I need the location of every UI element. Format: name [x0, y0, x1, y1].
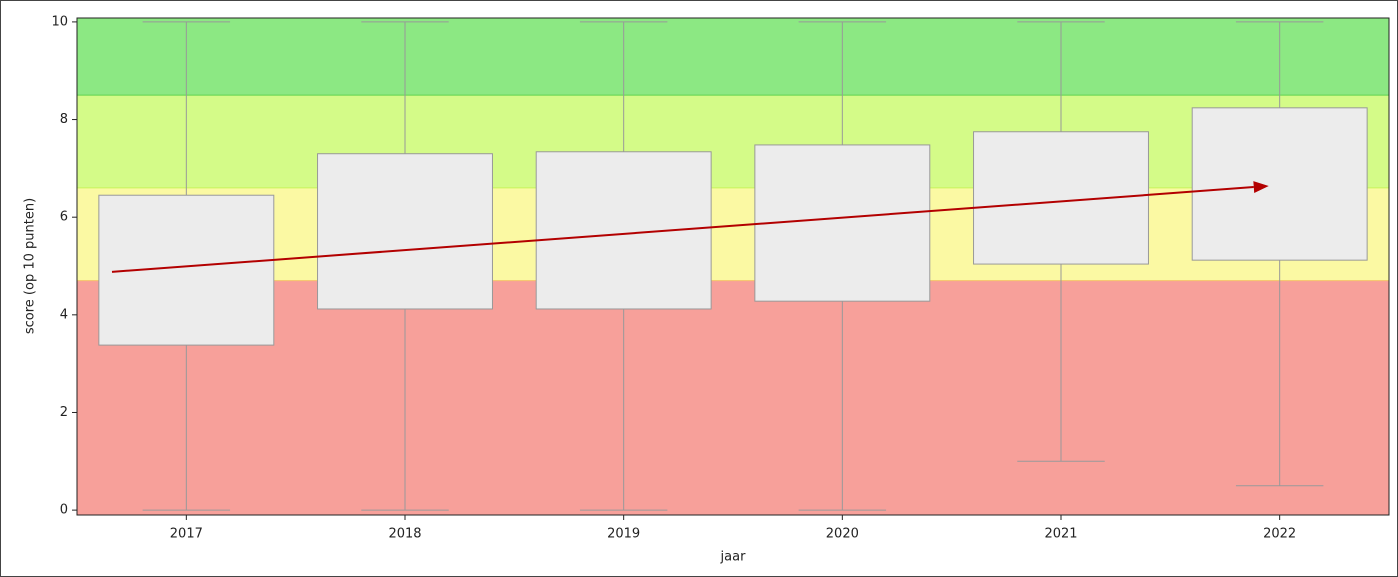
x-tick-label: 2021: [1044, 527, 1077, 542]
trend-arrow: [111, 186, 1254, 273]
box: [1191, 107, 1368, 261]
x-tick-label: 2019: [607, 527, 640, 542]
box: [754, 144, 931, 302]
band: [77, 95, 1389, 188]
axes-frame: [76, 17, 1390, 516]
band: [77, 280, 1389, 515]
y-tick-label: 4: [60, 307, 68, 322]
x-tick-label: 2018: [388, 527, 421, 542]
arrow-head: [1253, 181, 1269, 194]
y-tick-label: 8: [60, 112, 68, 127]
y-tick-label: 2: [60, 405, 68, 420]
x-axis-label: jaar: [720, 550, 747, 565]
y-tick-label: 6: [60, 210, 68, 225]
x-tick-label: 2022: [1263, 527, 1296, 542]
box: [317, 153, 493, 310]
x-tick-label: 2020: [826, 527, 859, 542]
plot-area: [77, 18, 1389, 515]
band: [77, 18, 1389, 96]
box: [535, 151, 712, 310]
box: [973, 131, 1149, 265]
y-tick-label: 0: [60, 503, 68, 518]
band: [77, 187, 1389, 281]
x-tick-label: 2017: [170, 527, 203, 542]
y-tick-label: 10: [51, 14, 68, 29]
y-axis-label: score (op 10 punten): [23, 198, 38, 334]
